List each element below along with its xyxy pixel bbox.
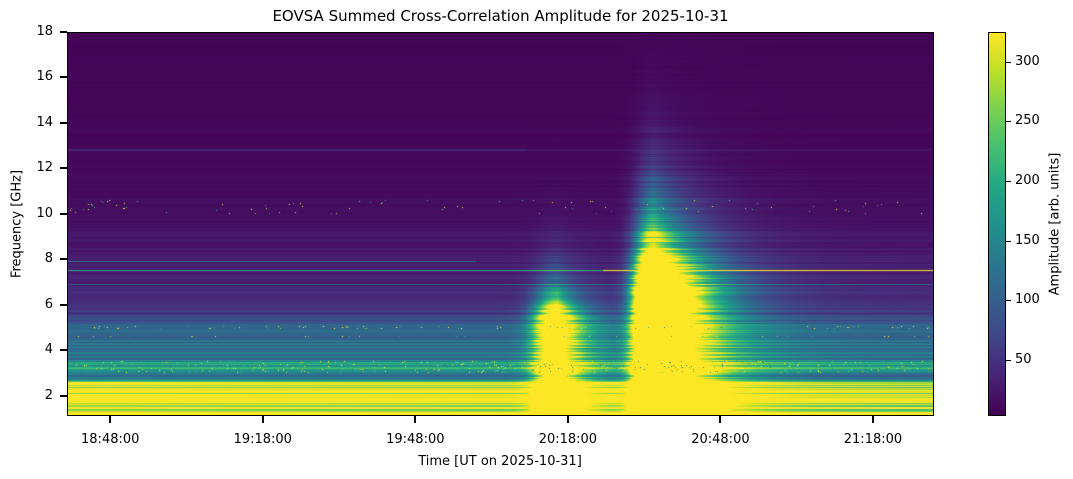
x-tick-label: 20:48:00 [691,432,750,447]
y-tick [60,31,67,33]
colorbar-tick [1006,300,1011,302]
colorbar-tick [1006,121,1011,123]
y-tick-label: 12 [36,160,53,176]
colorbar-tick [1006,181,1011,183]
spectrogram-heatmap [67,32,934,416]
colorbar-tick-label: 100 [1015,292,1040,308]
y-tick [60,394,67,397]
colorbar [988,32,1006,416]
y-tick [60,349,67,352]
x-tick [719,416,722,423]
y-tick-label: 8 [44,251,53,267]
x-tick [566,416,569,423]
colorbar-tick [1006,359,1011,361]
x-tick [414,416,417,423]
y-tick [60,76,67,79]
y-tick [60,212,67,215]
colorbar-tick-label: 50 [1015,351,1032,367]
x-tick [261,416,264,423]
y-tick-label: 14 [36,114,53,130]
y-tick-label: 18 [36,24,53,39]
x-tick-label: 19:18:00 [233,432,292,447]
y-axis-label: Frequency [GHz] [9,169,25,279]
y-tick-label: 4 [44,342,53,358]
x-tick-label: 20:18:00 [538,432,598,447]
colorbar-tick-label: 250 [1015,113,1040,129]
y-tick-label: 2 [44,387,53,403]
y-tick-label: 16 [36,69,53,85]
y-tick [60,303,67,306]
x-tick-label: 19:48:00 [386,432,445,447]
y-tick-label: 6 [44,296,53,312]
x-tick [109,416,112,423]
colorbar-label: Amplitude [arb. units] [1047,152,1063,296]
x-tick [871,416,874,423]
colorbar-tick-label: 200 [1015,173,1040,189]
y-tick [60,167,67,170]
x-axis-label: Time [UT on 2025-10-31] [418,454,582,469]
colorbar-tick-label: 300 [1015,53,1040,69]
x-tick-label: 18:48:00 [81,432,140,447]
colorbar-tick-label: 150 [1015,232,1040,248]
plot-frame [67,32,934,416]
y-tick [60,121,67,124]
y-tick [60,258,67,261]
chart-title: EOVSA Summed Cross-Correlation Amplitude… [272,7,729,25]
x-tick-label: 21:18:00 [843,432,903,447]
y-tick-label: 10 [36,205,53,221]
colorbar-tick [1006,61,1011,63]
colorbar-tick [1006,240,1011,242]
